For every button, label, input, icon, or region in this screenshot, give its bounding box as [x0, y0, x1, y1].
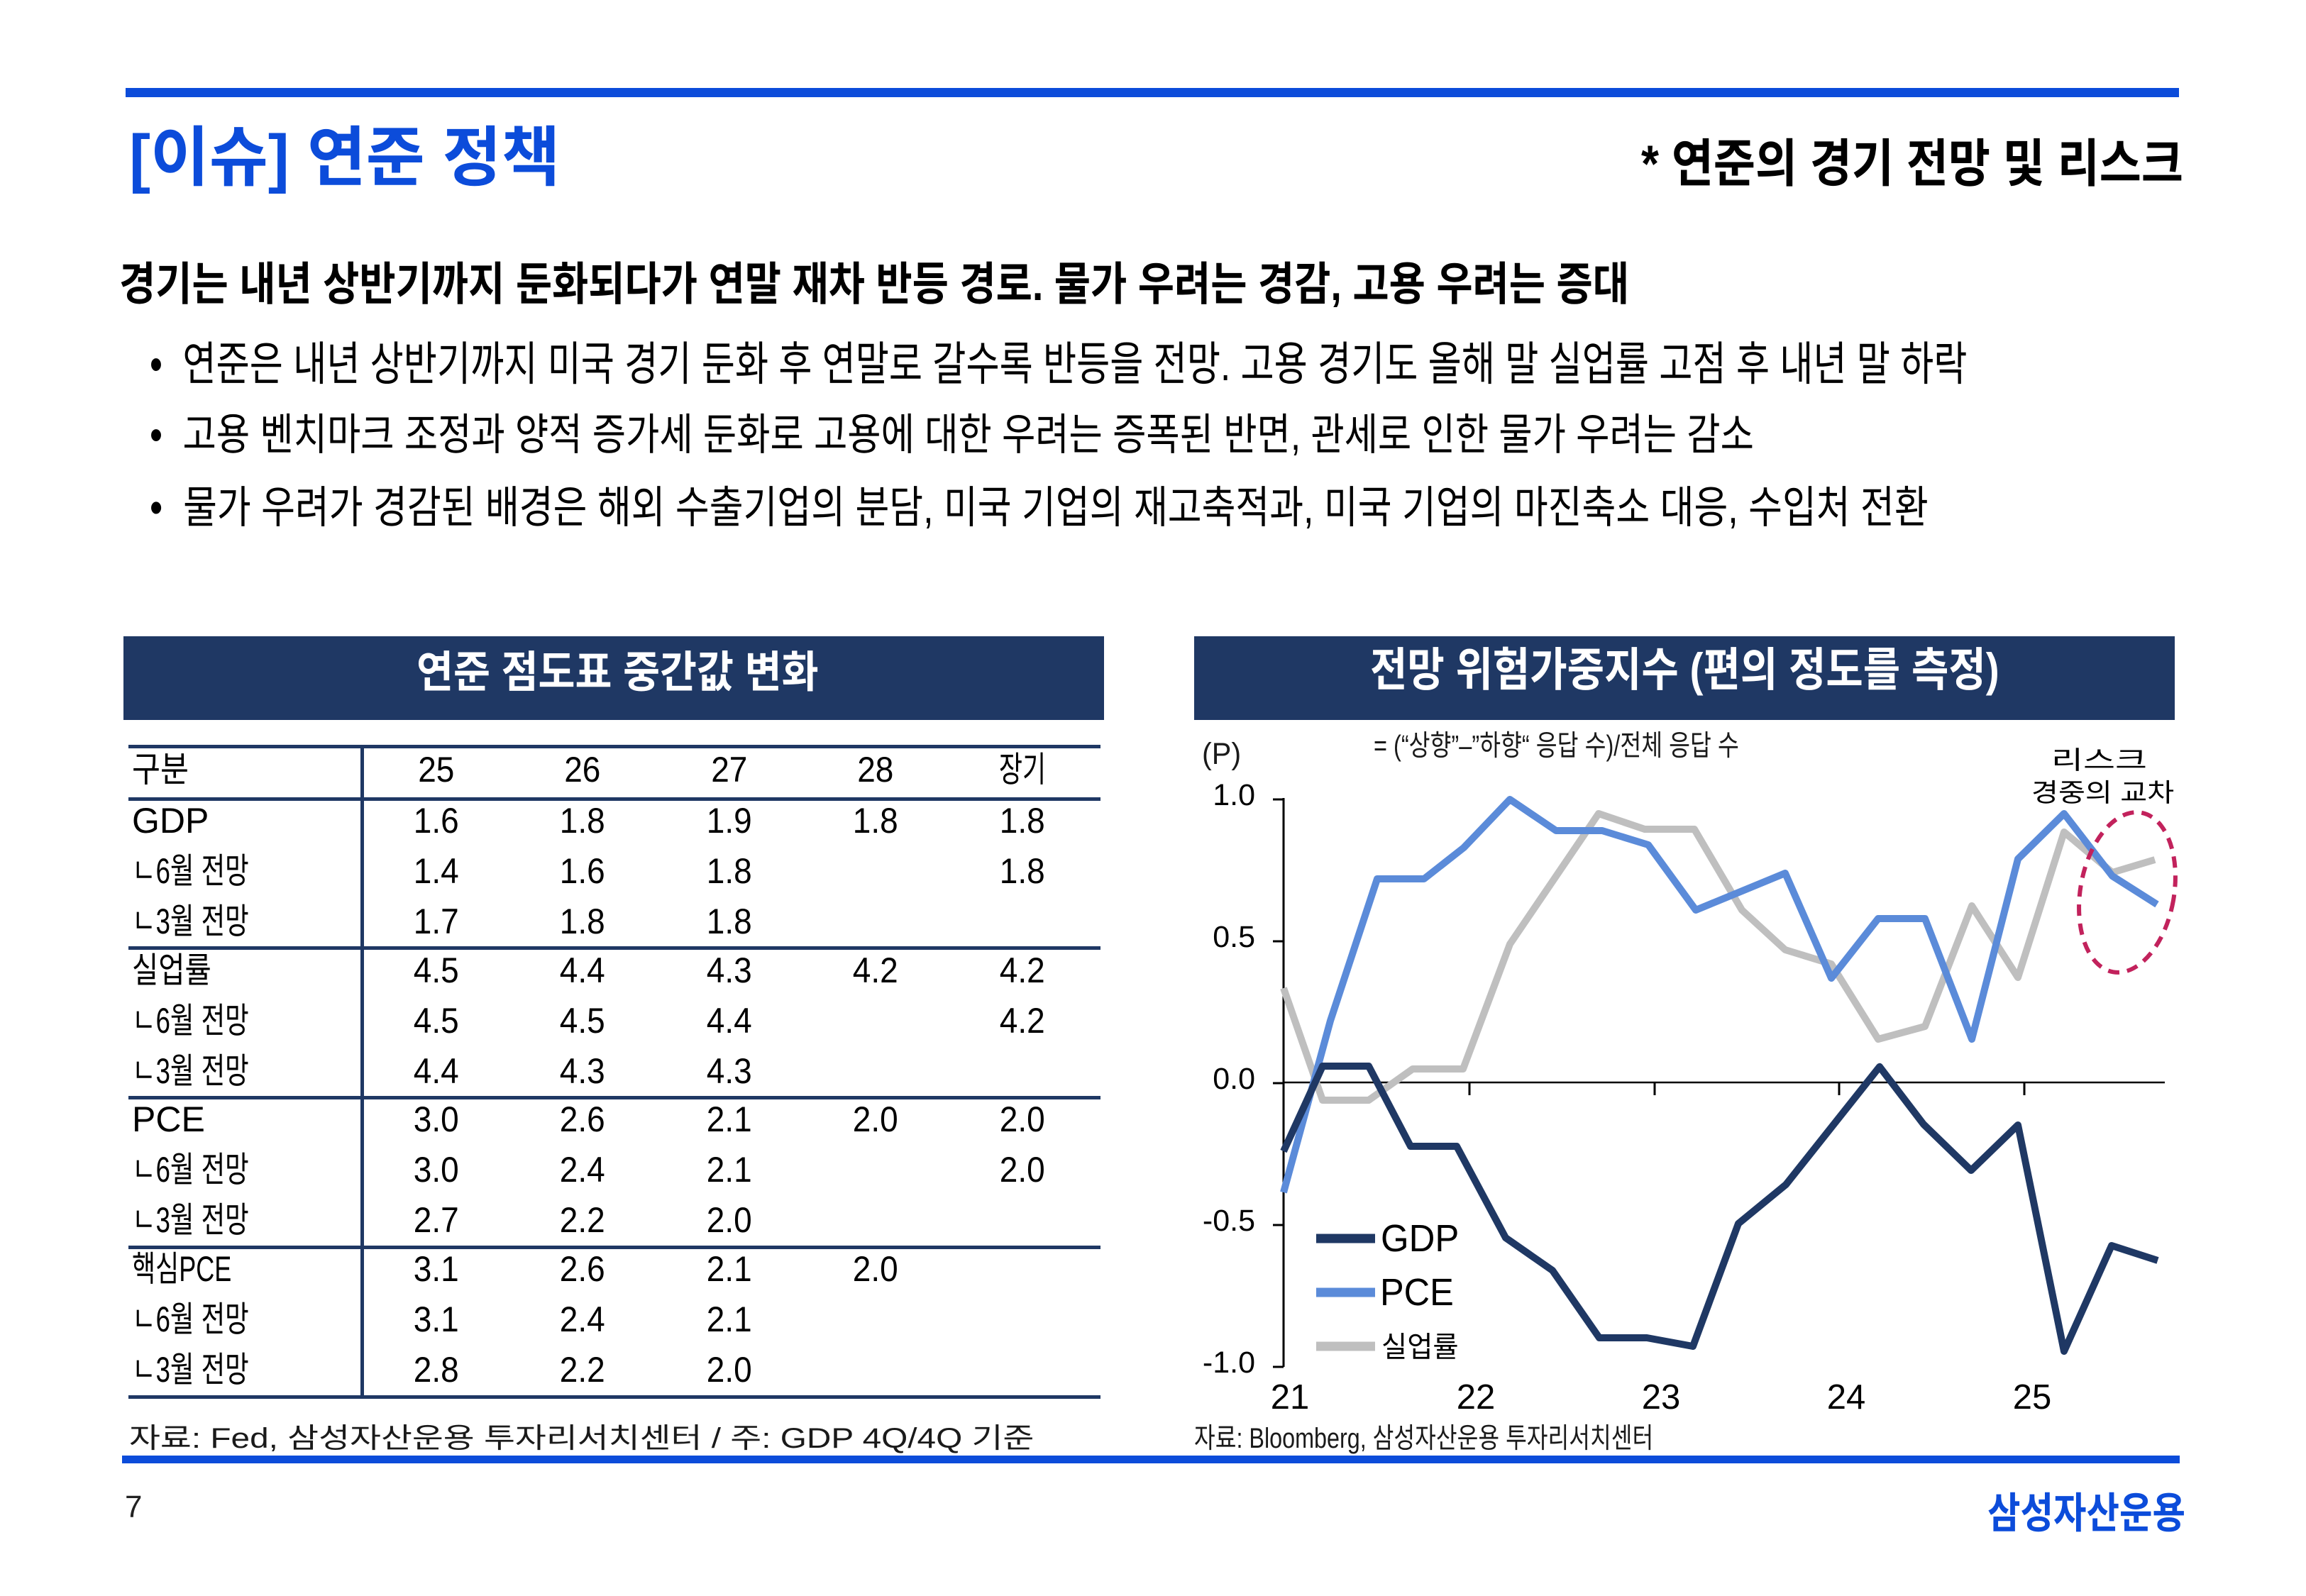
svg-text:25: 25: [2013, 1378, 2052, 1417]
svg-text:0.5: 0.5: [1213, 920, 1255, 954]
svg-text:21: 21: [1271, 1378, 1310, 1417]
svg-text:23: 23: [1642, 1378, 1681, 1417]
svg-text:24: 24: [1827, 1378, 1866, 1417]
svg-text:0.0: 0.0: [1213, 1062, 1255, 1096]
svg-text:22: 22: [1457, 1378, 1496, 1417]
svg-text:-1.0: -1.0: [1203, 1346, 1255, 1380]
svg-text:-0.5: -0.5: [1203, 1204, 1255, 1238]
svg-text:1.0: 1.0: [1213, 778, 1255, 812]
